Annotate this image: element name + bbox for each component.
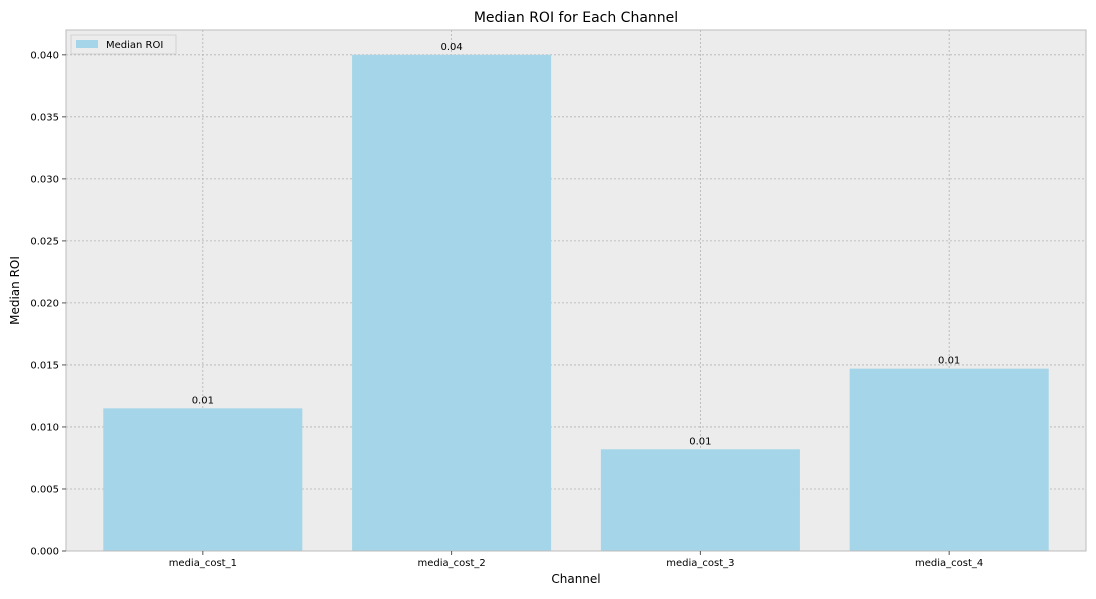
y-axis-ticks: 0.000 0.005 0.010 0.015 0.020 0.025 0.030 0.035… [30, 50, 66, 558]
y-tick-label: 0.030 [30, 174, 59, 185]
y-tick-label: 0.015 [30, 360, 59, 371]
legend-label: Median ROI [106, 40, 163, 51]
data-label: 0.04 [440, 42, 462, 53]
y-tick-label: 0.005 [30, 484, 59, 495]
bar [103, 408, 303, 551]
data-labels: 0.01 0.04 0.01 0.01 [192, 42, 961, 447]
bars [103, 54, 1049, 552]
x-tick-label: media_cost_4 [915, 558, 983, 569]
y-tick-label: 0.020 [30, 298, 59, 309]
legend: Median ROI [70, 34, 177, 55]
bar [849, 368, 1049, 551]
x-tick-label: media_cost_2 [417, 558, 485, 569]
bar [352, 54, 552, 552]
y-tick-label: 0.010 [30, 422, 59, 433]
y-tick-label: 0.035 [30, 112, 59, 123]
legend-box [70, 34, 177, 55]
x-tick-label: media_cost_3 [666, 558, 734, 569]
data-label: 0.01 [938, 356, 960, 367]
y-tick-label: 0.040 [30, 50, 59, 61]
data-label: 0.01 [689, 436, 711, 447]
plot-frame [65, 29, 1087, 552]
x-axis-ticks: media_cost_1 media_cost_2 media_cost_3 medi… [169, 551, 983, 569]
x-tick-label: media_cost_1 [169, 558, 237, 569]
chart-title: Median ROI for Each Channel [474, 10, 678, 26]
bar [600, 449, 800, 551]
data-label: 0.01 [192, 395, 214, 406]
y-tick-label: 0.000 [30, 547, 59, 558]
y-tick-label: 0.025 [30, 236, 59, 247]
x-axis-label: Channel [551, 572, 600, 586]
legend-swatch [76, 40, 98, 48]
y-axis-label: Median ROI [8, 256, 22, 325]
